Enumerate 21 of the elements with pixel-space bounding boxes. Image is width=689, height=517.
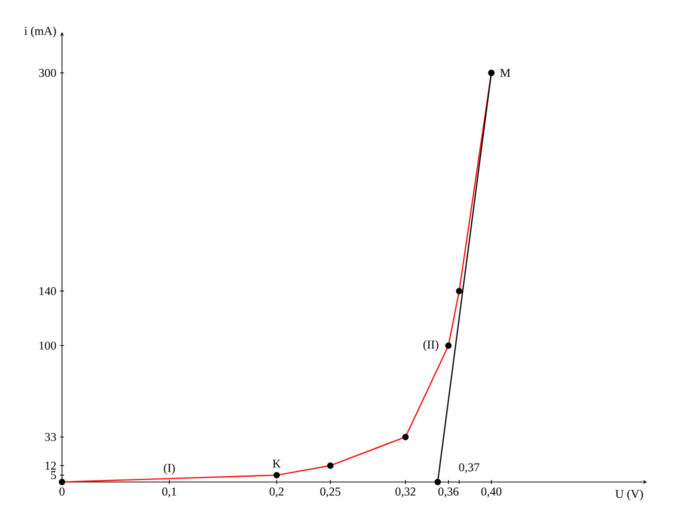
x-tick-label: 0,40 bbox=[481, 488, 502, 498]
y-tick-label: 140 bbox=[40, 287, 56, 296]
x-tick-label: 0,36 bbox=[438, 488, 459, 498]
annotation: K bbox=[272, 460, 281, 468]
annotation: (I) bbox=[164, 464, 175, 474]
x-axis-title: U (V) bbox=[615, 490, 643, 500]
y-axis-title: i (mA) bbox=[24, 26, 56, 38]
y-tick-label: 33 bbox=[45, 432, 56, 442]
annotation: (II) bbox=[423, 340, 438, 352]
y-tick-label: 100 bbox=[40, 342, 56, 350]
annotation: 0,37 bbox=[459, 463, 480, 474]
x-tick-label: 0,1 bbox=[162, 488, 176, 498]
y-tick-label: 12 bbox=[46, 462, 56, 470]
annotation: M bbox=[500, 68, 510, 77]
x-tick-label: 0,2 bbox=[270, 488, 284, 498]
x-tick-label: 0 bbox=[59, 488, 65, 496]
point bbox=[434, 478, 441, 486]
x-tick-label: 0,32 bbox=[395, 488, 416, 498]
y-tick-label: 300 bbox=[39, 68, 56, 77]
y-tick-label: 5 bbox=[51, 471, 56, 480]
x-tick-label: 0,25 bbox=[320, 488, 340, 498]
